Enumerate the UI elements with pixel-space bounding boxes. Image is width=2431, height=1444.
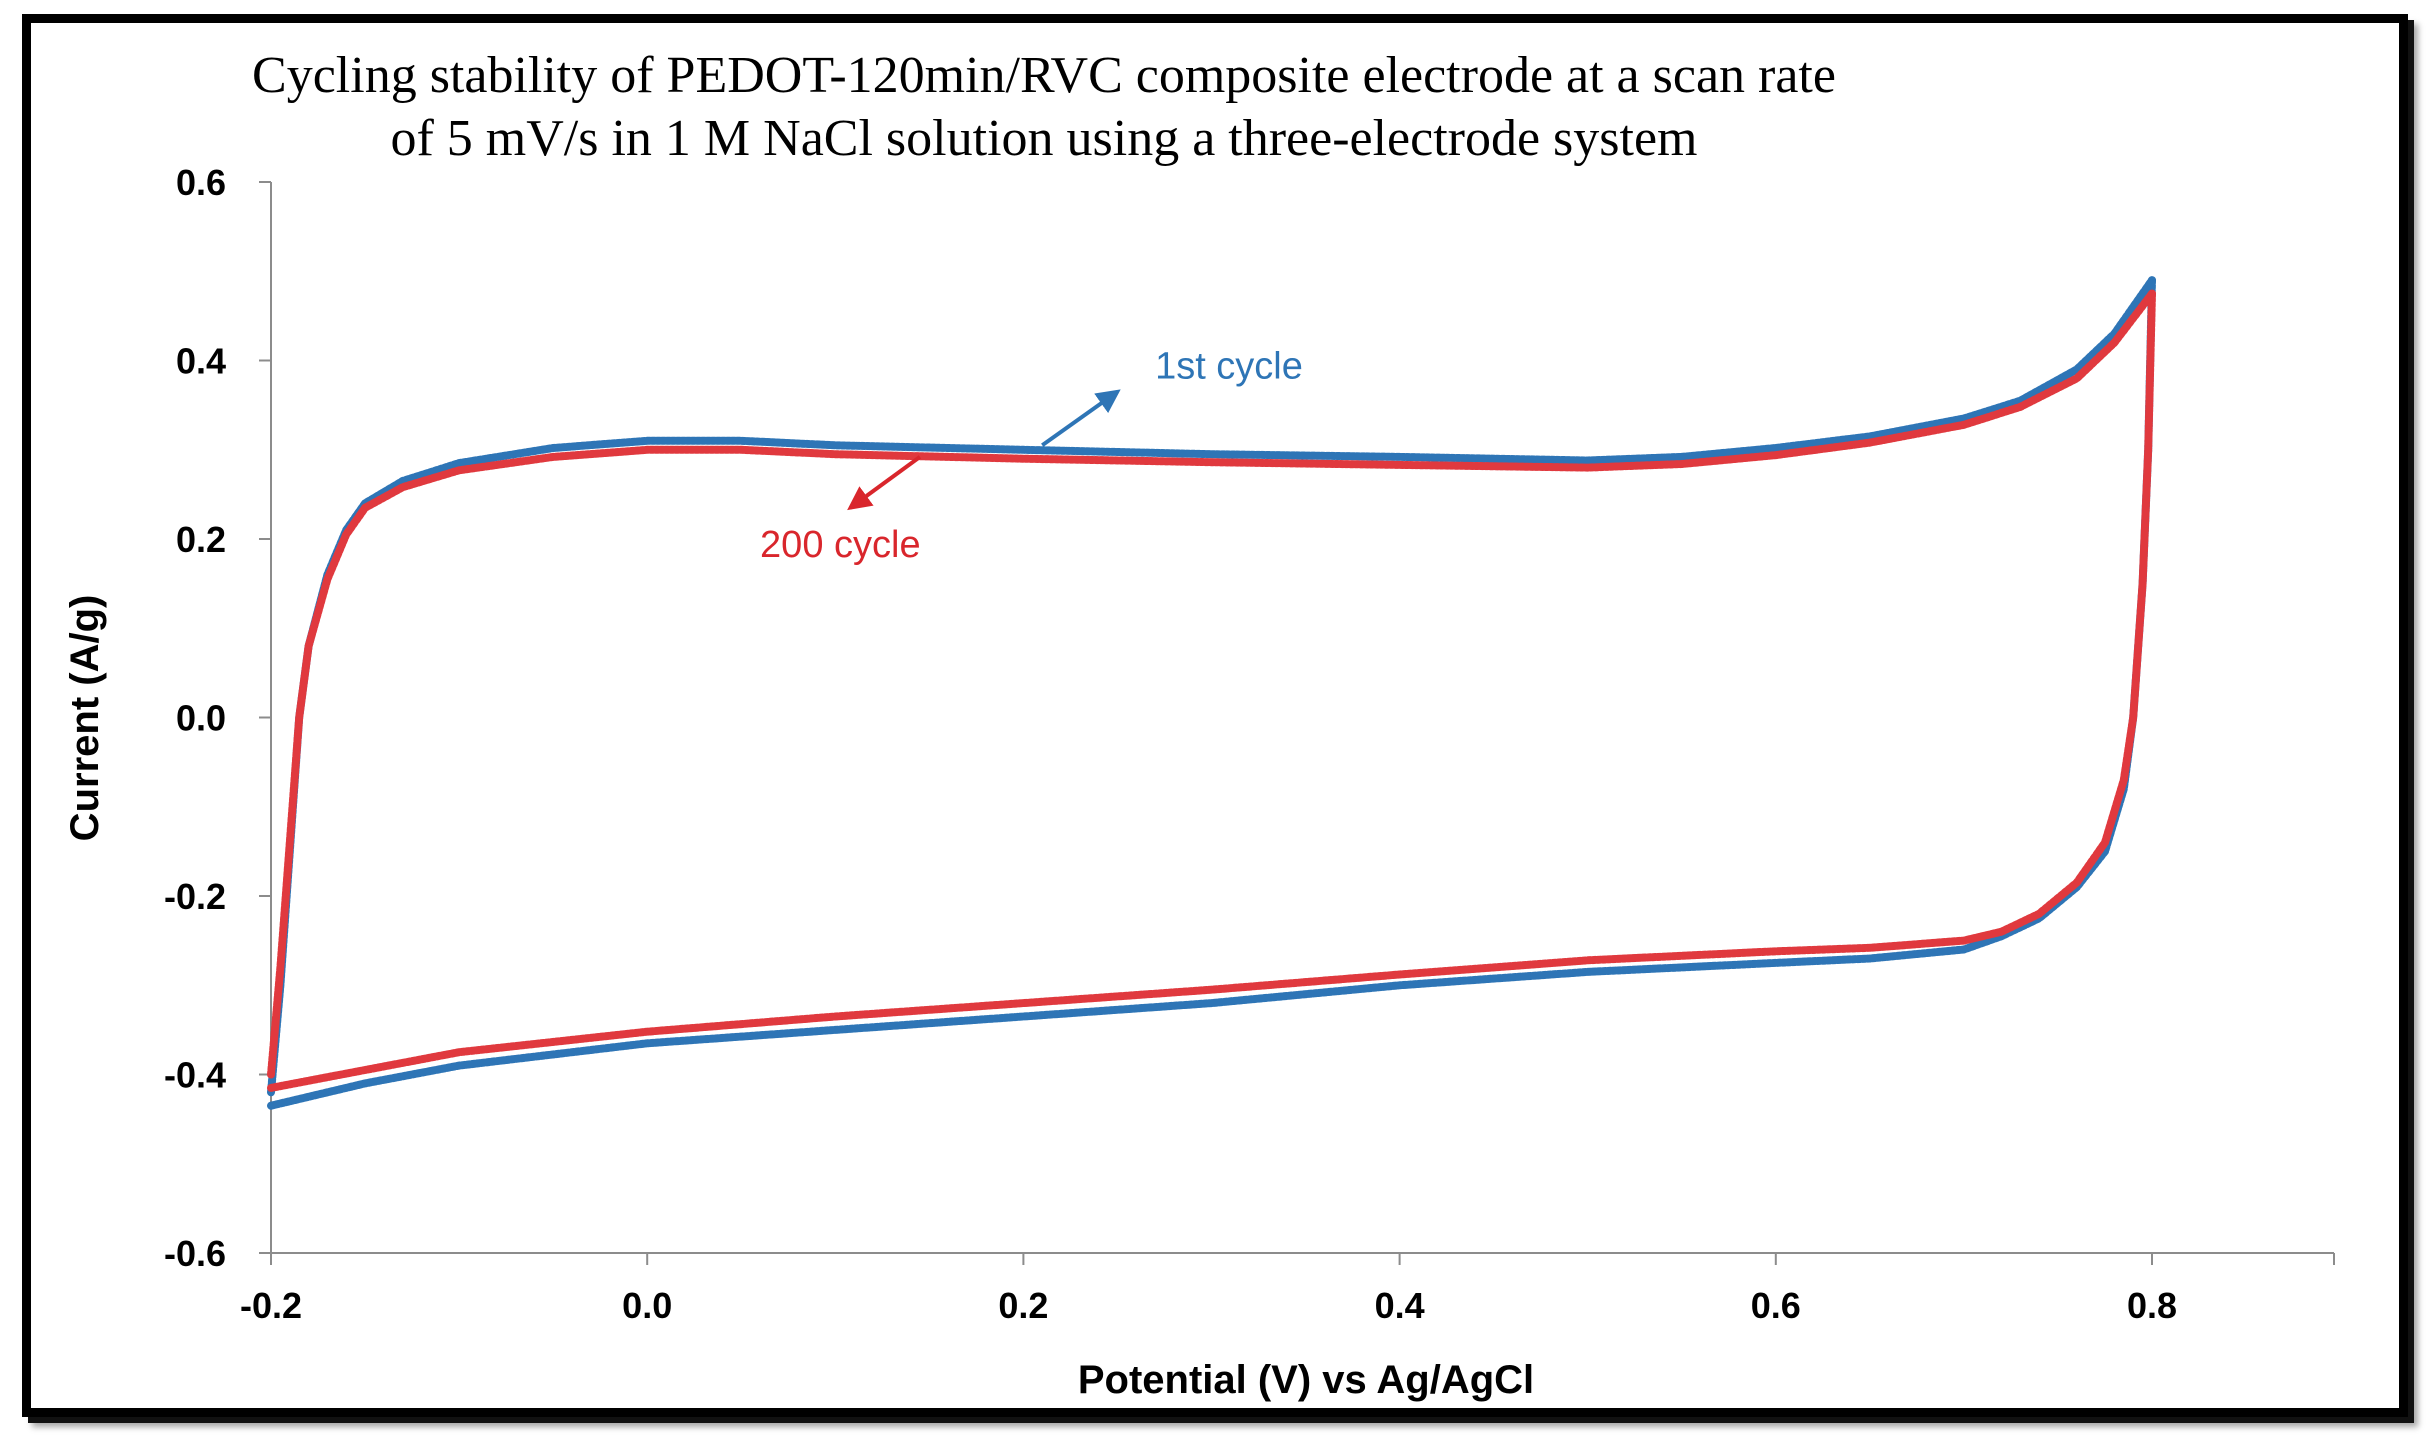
figure-frame (22, 14, 2408, 1417)
y-tick-label: 0.0 (176, 698, 226, 739)
x-axis-label: Potential (V) vs Ag/AgCl (1078, 1358, 1534, 1402)
series-200-cycle-anodic (267, 289, 2156, 1079)
x-tick-label: -0.2 (240, 1285, 302, 1326)
annotation-arrow (847, 455, 922, 511)
x-tick-label: 0.2 (998, 1285, 1048, 1326)
x-tick-label: 0.8 (2127, 1285, 2177, 1326)
series-200-cycle-cathodic (267, 289, 2156, 1092)
series-layer (267, 276, 2156, 1110)
y-tick-label: 0.2 (176, 519, 226, 560)
x-tick-label: 0.6 (1751, 1285, 1801, 1326)
chart-title-line-2: of 5 mV/s in 1 M NaCl solution using a t… (390, 110, 1697, 167)
series-1st-cycle-anodic (267, 276, 2156, 1097)
x-ticks: -0.2 0.0 0.2 0.4 0.6 0.8 (240, 1253, 2335, 1326)
x-tick-label: 0.0 (622, 1285, 672, 1326)
annotation-arrow (1041, 389, 1121, 447)
y-tick-label: -0.4 (164, 1055, 226, 1096)
y-ticks: 0.6 0.4 0.2 0.0 -0.2 -0.4 -0.6 (164, 162, 271, 1274)
chart-title-line-1: Cycling stability of PEDOT-120min/RVC co… (252, 47, 1836, 104)
y-axis-label: Current (A/g) (63, 595, 107, 842)
y-tick-label: 0.6 (176, 162, 226, 203)
y-tick-label: -0.6 (164, 1233, 226, 1274)
annotation-label: 200 cycle (760, 524, 921, 566)
y-tick-label: -0.2 (164, 876, 226, 917)
series-1st-cycle-cathodic (267, 276, 2156, 1110)
x-tick-label: 0.4 (1375, 1285, 1425, 1326)
annotation-label: 1st cycle (1155, 345, 1303, 387)
annotation-layer: 1st cycle 200 cycle (760, 345, 1303, 565)
y-tick-label: 0.4 (176, 341, 226, 382)
